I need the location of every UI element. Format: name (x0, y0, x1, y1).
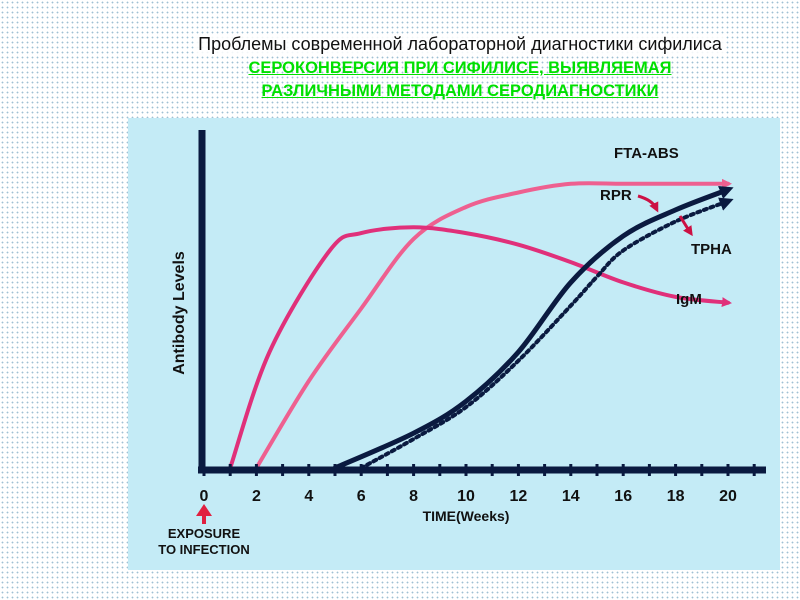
series-curves (228, 178, 734, 471)
x-tick-label: 20 (719, 488, 737, 505)
x-tick-label: 6 (357, 488, 366, 505)
x-tick-label: 8 (409, 488, 418, 505)
seroconversion-chart: 0 2 4 6 8 10 12 14 16 18 20 Antibody Levels TIME(W… (128, 118, 780, 570)
exposure-label-line-1: EXPOSURE (168, 526, 241, 541)
x-tick-label: 12 (510, 488, 528, 505)
slide-subtitle-line-2: РАЗЛИЧНЫМИ МЕТОДАМИ СЕРОДИАГНОСТИКИ (261, 82, 659, 100)
series-line-rpr (332, 185, 734, 471)
chart-plot-background (128, 118, 780, 570)
label-rpr: RPR (600, 187, 632, 204)
x-tick-label: 4 (304, 488, 313, 505)
x-axis-ticks (202, 464, 756, 476)
y-axis-label: Antibody Levels (171, 251, 188, 375)
x-tick-label: 10 (457, 488, 475, 505)
label-tpha: TPHA (691, 241, 732, 258)
series-line-fta-abs (254, 178, 732, 470)
exposure-label-line-2: TO INFECTION (158, 542, 249, 557)
x-tick-label: 0 (200, 488, 209, 505)
x-tick-label: 16 (614, 488, 632, 505)
tpha-pointer-arrow (678, 215, 693, 237)
exposure-arrow-icon (196, 504, 212, 516)
x-axis-tick-labels: 0 2 4 6 8 10 12 14 16 18 20 (200, 488, 737, 505)
x-axis-label: TIME(Weeks) (423, 508, 510, 524)
slide-title: Проблемы современной лабораторной диагно… (194, 34, 726, 55)
series-line-igm (228, 225, 732, 470)
series-labels: FTA-ABS RPR TPHA IgM (600, 145, 732, 308)
rpr-pointer-arrow (637, 194, 659, 213)
x-tick-label: 18 (667, 488, 685, 505)
label-fta-abs: FTA-ABS (614, 145, 679, 162)
series-line-tpha (359, 197, 734, 470)
exposure-marker: EXPOSURE TO INFECTION (158, 504, 250, 557)
slide-subtitle-line-1: СЕРОКОНВЕРСИЯ ПРИ СИФИЛИСЕ, ВЫЯВЛЯЕМАЯ (248, 59, 672, 77)
slide-header: Проблемы современной лабораторной диагно… (140, 34, 780, 103)
label-igm: IgM (676, 291, 702, 308)
x-tick-label: 14 (562, 488, 580, 505)
x-tick-label: 2 (252, 488, 261, 505)
